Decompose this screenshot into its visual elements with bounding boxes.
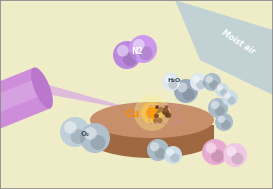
Circle shape: [159, 107, 163, 111]
Text: Cu: Cu: [126, 109, 140, 119]
Circle shape: [203, 73, 221, 91]
Text: N2: N2: [131, 47, 143, 57]
Circle shape: [192, 76, 200, 83]
Circle shape: [217, 85, 223, 91]
Circle shape: [221, 120, 230, 129]
Circle shape: [117, 45, 129, 57]
Circle shape: [215, 113, 233, 131]
Polygon shape: [0, 78, 44, 117]
Circle shape: [139, 46, 153, 60]
Polygon shape: [175, 0, 273, 95]
Circle shape: [155, 105, 159, 109]
Polygon shape: [90, 125, 214, 145]
Circle shape: [146, 107, 158, 119]
Circle shape: [162, 73, 180, 91]
Bar: [149, 105, 179, 123]
Circle shape: [153, 118, 158, 123]
Circle shape: [228, 96, 236, 104]
Circle shape: [129, 35, 157, 63]
Circle shape: [196, 80, 205, 89]
Circle shape: [202, 139, 228, 165]
Ellipse shape: [90, 102, 214, 138]
Circle shape: [206, 143, 216, 153]
Circle shape: [208, 98, 228, 118]
Circle shape: [80, 123, 110, 153]
Circle shape: [133, 39, 145, 51]
Circle shape: [182, 89, 194, 101]
Circle shape: [206, 76, 213, 83]
Circle shape: [70, 129, 85, 144]
Circle shape: [215, 106, 225, 116]
Circle shape: [218, 115, 225, 123]
Circle shape: [91, 135, 105, 150]
Circle shape: [134, 95, 170, 131]
Circle shape: [154, 113, 159, 119]
Circle shape: [170, 153, 179, 162]
Circle shape: [147, 139, 169, 161]
Text: O₂: O₂: [81, 131, 90, 137]
Circle shape: [158, 107, 162, 112]
Circle shape: [60, 117, 90, 147]
Circle shape: [232, 153, 244, 165]
Circle shape: [224, 92, 231, 99]
Circle shape: [211, 149, 224, 162]
Circle shape: [211, 101, 219, 109]
Circle shape: [223, 143, 247, 167]
Circle shape: [166, 113, 171, 118]
Circle shape: [150, 142, 159, 151]
Ellipse shape: [90, 122, 214, 158]
Circle shape: [190, 73, 208, 91]
Circle shape: [165, 105, 168, 109]
Circle shape: [155, 148, 166, 159]
Circle shape: [222, 90, 238, 106]
Circle shape: [174, 79, 198, 103]
Circle shape: [123, 52, 137, 66]
Circle shape: [164, 109, 169, 115]
Polygon shape: [40, 82, 148, 113]
Circle shape: [220, 89, 227, 96]
Circle shape: [165, 113, 170, 118]
Circle shape: [167, 149, 174, 156]
Circle shape: [165, 76, 172, 83]
Text: H₂O: H₂O: [167, 78, 181, 84]
Circle shape: [215, 83, 229, 97]
Circle shape: [141, 102, 163, 124]
Circle shape: [113, 41, 141, 69]
Circle shape: [157, 109, 161, 113]
Ellipse shape: [31, 67, 53, 109]
Circle shape: [64, 121, 77, 134]
Circle shape: [162, 107, 168, 113]
Circle shape: [168, 80, 177, 89]
Circle shape: [177, 82, 188, 92]
Circle shape: [209, 80, 218, 89]
Text: Moist air: Moist air: [220, 28, 256, 56]
Circle shape: [156, 111, 158, 114]
Polygon shape: [0, 68, 50, 132]
Circle shape: [157, 118, 162, 123]
Circle shape: [84, 127, 97, 140]
Circle shape: [226, 146, 236, 156]
Circle shape: [162, 109, 167, 115]
Circle shape: [164, 146, 182, 164]
